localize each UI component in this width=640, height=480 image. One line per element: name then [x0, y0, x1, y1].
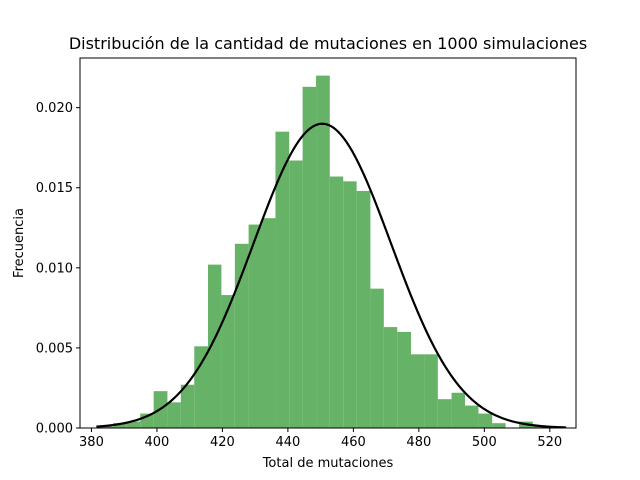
y-axis: 0.000 0.005 0.010 0.015 0.020 [36, 101, 80, 437]
histogram-bar [289, 160, 303, 428]
x-tick-label: 480 [406, 435, 431, 450]
x-tick-label: 380 [79, 435, 104, 450]
histogram-bar [234, 243, 249, 428]
histogram-bars [99, 75, 547, 429]
x-tick-label: 520 [537, 435, 562, 450]
x-tick-label: 460 [341, 435, 366, 450]
histogram-bar [397, 331, 411, 428]
histogram-bar [180, 384, 195, 428]
histogram-bar [316, 75, 330, 429]
histogram-bar [275, 131, 290, 428]
x-tick-label: 440 [275, 435, 300, 450]
histogram-bar [302, 86, 317, 428]
histogram-bar [356, 190, 371, 428]
histogram-bar [424, 354, 438, 428]
x-tick-label: 420 [210, 435, 235, 450]
histogram-bar [194, 346, 209, 428]
x-tick-label: 500 [472, 435, 497, 450]
histogram-bar [492, 423, 506, 428]
x-tick-label: 400 [145, 435, 170, 450]
y-tick-label: 0.000 [36, 422, 73, 437]
histogram-bar [437, 399, 452, 428]
histogram-bar [262, 218, 276, 428]
histogram-bar [465, 405, 479, 428]
y-tick-label: 0.010 [36, 261, 73, 276]
normal-fit-curve [96, 122, 567, 429]
histogram-bar [383, 327, 398, 428]
histogram-bar [167, 402, 181, 428]
histogram-bar [478, 413, 493, 428]
histogram-bar [451, 392, 466, 428]
histogram-bar [248, 224, 263, 428]
histogram-bar [221, 295, 235, 428]
y-tick-label: 0.015 [36, 181, 73, 196]
histogram-bar [99, 426, 114, 428]
chart-title: Distribución de la cantidad de mutacione… [69, 34, 587, 53]
histogram-bar [343, 181, 357, 428]
plot-frame [79, 57, 577, 429]
histogram-bar [208, 264, 222, 428]
x-axis-label: Total de mutaciones [262, 456, 394, 471]
y-tick-label: 0.020 [36, 101, 73, 116]
histogram-bar [126, 421, 141, 428]
histogram-bar [410, 354, 425, 428]
histogram-bar [113, 423, 127, 428]
y-axis-label: Frecuencia [12, 208, 27, 278]
histogram-bar [329, 176, 344, 428]
x-axis: 380 400 420 440 460 480 500 520 [79, 428, 562, 450]
histogram-bar [370, 288, 384, 428]
histogram-bar [532, 426, 547, 428]
y-tick-label: 0.005 [36, 341, 73, 356]
